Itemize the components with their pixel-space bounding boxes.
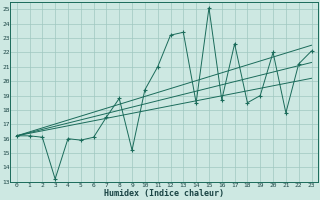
- X-axis label: Humidex (Indice chaleur): Humidex (Indice chaleur): [104, 189, 224, 198]
